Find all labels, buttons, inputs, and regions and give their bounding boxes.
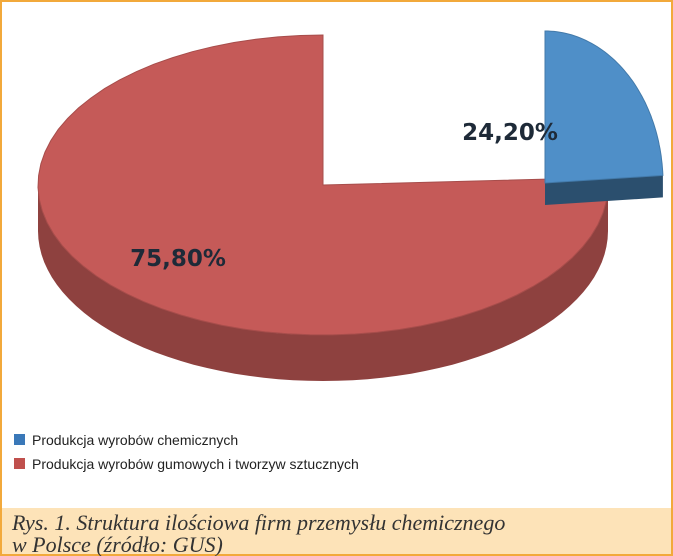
pie xyxy=(37,30,664,381)
pie-side xyxy=(545,175,663,205)
value-label: 75,80% xyxy=(130,246,226,272)
legend-swatch xyxy=(14,434,25,445)
pie-slice xyxy=(544,30,664,184)
pie-side xyxy=(38,185,608,381)
value-label: 24,20% xyxy=(462,120,558,146)
legend-entry: Produkcja wyrobów gumowych i tworzyw szt… xyxy=(32,456,359,472)
legend-swatch xyxy=(14,458,25,469)
legend-entry: Produkcja wyrobów chemicznych xyxy=(32,432,238,448)
pie-slice xyxy=(37,34,609,336)
caption: w Polsce (źródło: GUS) xyxy=(12,532,223,556)
caption: Rys. 1. Struktura ilościowa firm przemys… xyxy=(11,510,505,535)
caption-band xyxy=(0,508,673,556)
